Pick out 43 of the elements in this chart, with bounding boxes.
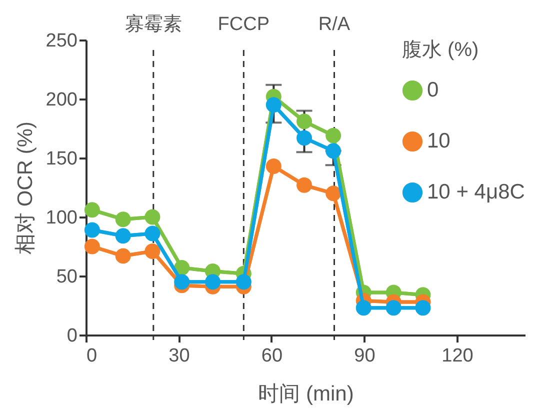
- point: [84, 202, 100, 218]
- y-axis-title: 相对 OCR (%): [14, 122, 37, 254]
- point: [115, 212, 131, 228]
- point: [415, 300, 431, 316]
- point: [266, 158, 282, 174]
- point: [84, 222, 100, 238]
- ref-line-label: 寡霉素: [124, 13, 182, 35]
- point: [326, 186, 342, 202]
- legend-label: 10: [427, 130, 450, 152]
- point: [115, 228, 131, 244]
- y-tick-label: 250: [46, 30, 78, 52]
- x-tick-label: 90: [354, 346, 376, 366]
- point: [144, 243, 160, 259]
- legend-label: 10 + 4μ8C: [427, 180, 525, 204]
- point: [236, 274, 252, 290]
- point: [296, 177, 312, 193]
- point: [115, 248, 131, 264]
- legend-title: 腹水 (%): [402, 39, 479, 61]
- y-tick-label: 150: [46, 148, 78, 170]
- point: [174, 274, 190, 290]
- point: [326, 143, 342, 159]
- point: [386, 300, 402, 316]
- y-tick-label: 50: [56, 266, 78, 288]
- y-tick-label: 200: [46, 90, 78, 110]
- point: [144, 226, 160, 242]
- x-tick-label: 30: [168, 346, 190, 366]
- x-axis-title: 时间 (min): [258, 382, 354, 406]
- point: [84, 238, 100, 254]
- point: [296, 130, 312, 146]
- point: [205, 274, 220, 290]
- x-tick-label: 120: [442, 346, 474, 366]
- x-tick-label: 0: [86, 346, 98, 366]
- legend-label: 0: [427, 78, 439, 102]
- ref-line-label: FCCP: [218, 14, 270, 35]
- x-tick-label: 60: [261, 346, 283, 366]
- y-tick-label: 100: [46, 208, 78, 228]
- point: [144, 209, 160, 225]
- point: [266, 97, 282, 113]
- point: [296, 114, 312, 130]
- ref-line-label: R/A: [318, 14, 350, 35]
- point: [356, 300, 372, 316]
- point: [326, 128, 342, 144]
- y-tick-label: 0: [66, 326, 78, 346]
